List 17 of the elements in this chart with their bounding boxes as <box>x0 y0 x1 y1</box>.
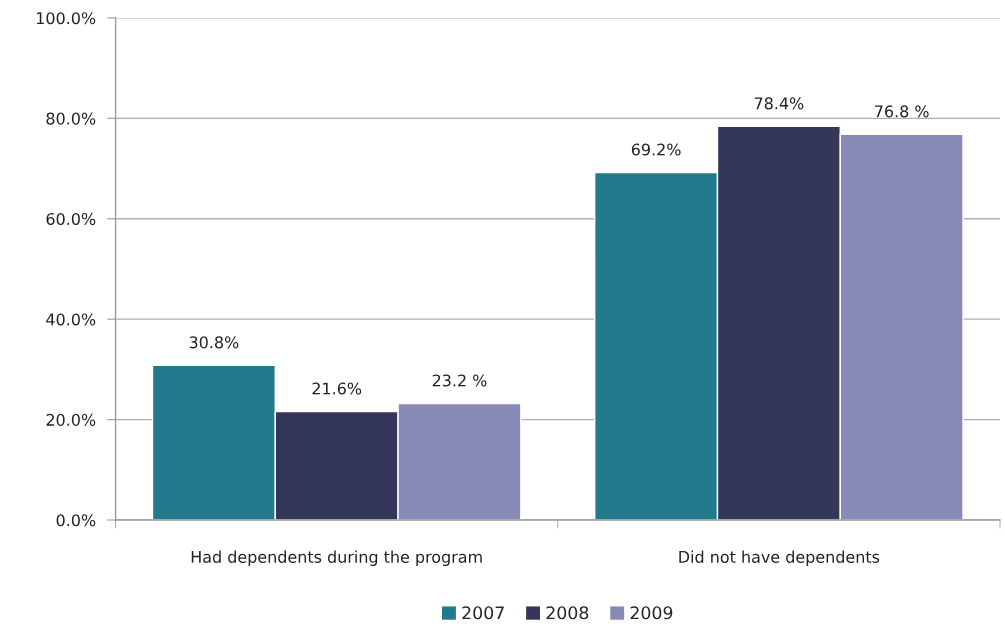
data-label: 76.8 % <box>875 105 929 118</box>
data-label: 78.4% <box>754 97 804 110</box>
data-label: 69.2% <box>631 143 681 156</box>
legend-label: 2007 <box>462 606 504 620</box>
data-label: 21.6% <box>312 382 362 395</box>
data-label: 23.2 % <box>432 374 487 387</box>
x-tick-label: Did not have dependents <box>679 550 880 567</box>
y-tick-label: 0.0% <box>56 514 96 527</box>
y-tick-label: 60.0% <box>46 212 96 226</box>
y-tick-label: 20.0% <box>46 413 96 426</box>
data-label: 30.8% <box>189 336 239 349</box>
x-tick-label: Had dependents during the program <box>191 550 482 567</box>
legend-label: 2009 <box>630 606 673 620</box>
y-tick-label: 80.0% <box>46 112 96 125</box>
legend-label: 2008 <box>546 606 589 620</box>
y-tick-label: 40.0% <box>46 313 96 326</box>
y-tick-label: 100.0% <box>36 12 96 25</box>
